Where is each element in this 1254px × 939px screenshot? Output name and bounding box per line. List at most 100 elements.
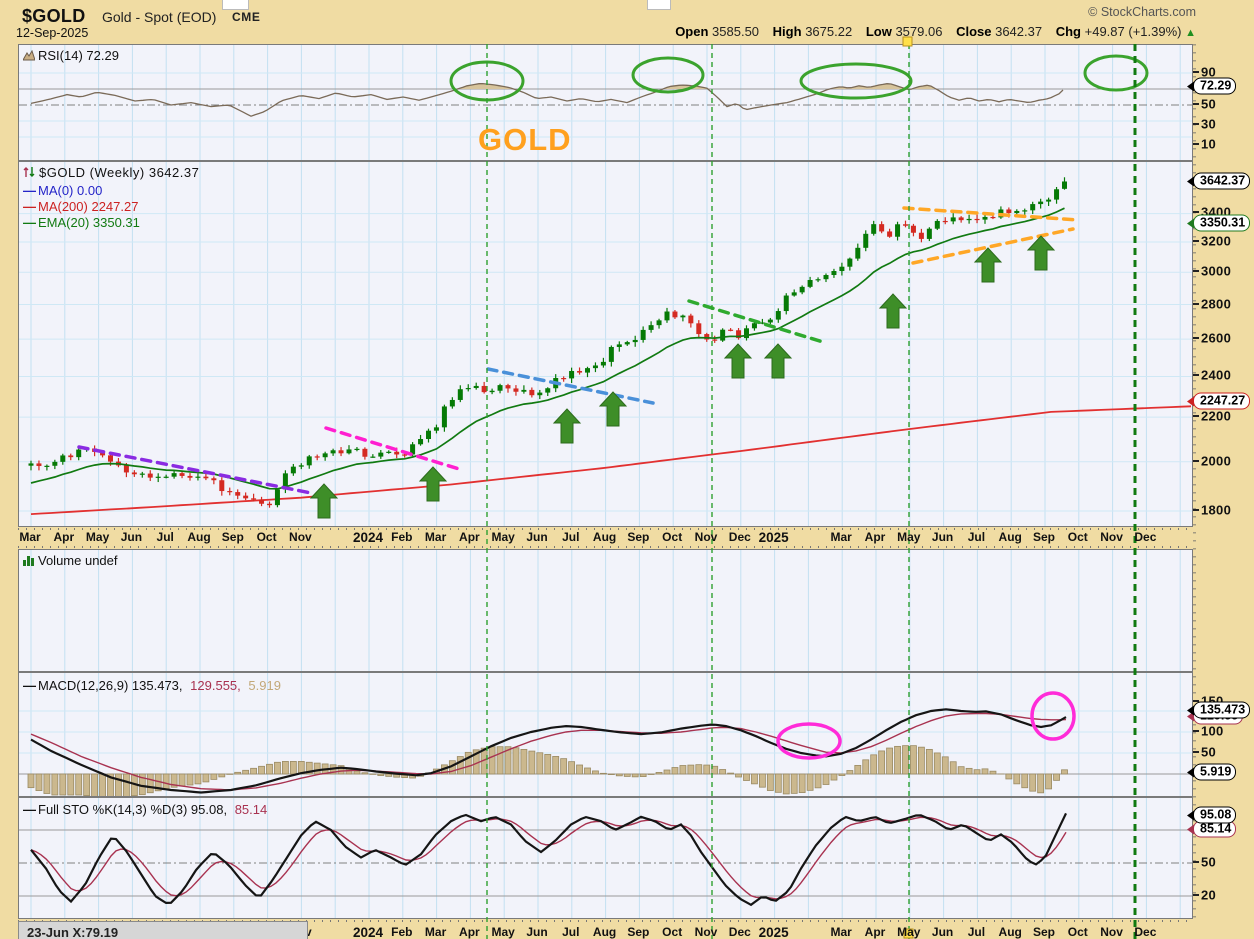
date-axis-label: Aug <box>187 530 211 544</box>
area-chart-icon <box>22 49 36 64</box>
macd-legend: — MACD(12,26,9) 135.473, 129.555, 5.919 <box>23 678 281 693</box>
axis-label: 50 <box>1201 854 1217 870</box>
axis-label: 90 <box>1201 64 1217 80</box>
price-title: $GOLD (Weekly) 3642.37 <box>39 165 200 180</box>
axis-label: 10 <box>1201 136 1217 152</box>
date-axis-label-bottom: May <box>897 925 921 939</box>
date-axis-label: Nov <box>1100 530 1123 544</box>
date-axis-label: Nov <box>694 530 718 544</box>
date-axis-label: May <box>491 530 515 544</box>
axis-value-bubble: 129.55 <box>1193 707 1244 725</box>
chg-label: Chg <box>1055 24 1081 39</box>
axis-label: 80 <box>1201 821 1217 837</box>
date-axis-label-bottom: 2025 <box>758 925 789 939</box>
macd-label: MACD(12,26,9) 135.473, <box>38 678 183 693</box>
date-axis-label: Aug <box>592 530 617 544</box>
date-axis-label: Sep <box>627 530 650 544</box>
symbol-title: $GOLD <box>22 6 86 26</box>
date-axis-label: Nov <box>289 530 312 544</box>
axis-value-bubble: 95.08 <box>1193 806 1237 824</box>
axis-label: 2400 <box>1201 367 1232 383</box>
date-axis-label: Mar <box>19 530 41 544</box>
high-label: High <box>772 24 802 39</box>
ohlc-readout: Open 3585.50 High 3675.22 Low 3579.06 Cl… <box>665 24 1196 39</box>
date-axis-label: Sep <box>221 530 244 544</box>
date-axis-label: 2024 <box>352 530 384 545</box>
date-axis-label: Feb <box>391 530 413 544</box>
date-axis-label-bottom: Sep <box>627 925 650 939</box>
tick-dots-row <box>18 920 1193 922</box>
date-axis-label-bottom: Apr <box>864 925 886 939</box>
axis-value-bubble: 5.919 <box>1193 763 1237 781</box>
chart-date: 12-Sep-2025 <box>16 26 89 40</box>
high-value: 3675.22 <box>805 24 853 39</box>
date-axis-label-bottom: Nov <box>694 925 718 939</box>
date-axis-label: 2025 <box>758 530 789 545</box>
axis-label: 2000 <box>1201 453 1232 469</box>
ma0-label: MA(0) 0.00 <box>38 183 103 198</box>
date-axis-label: Oct <box>662 530 683 544</box>
date-axis-label-bottom: Dec <box>728 925 751 939</box>
axis-label: 3200 <box>1201 233 1232 249</box>
date-axis-label: Apr <box>53 530 75 544</box>
date-axis-label: Jun <box>526 530 548 544</box>
axis-label: 3000 <box>1201 263 1232 279</box>
date-axis-label-bottom: May <box>491 925 515 939</box>
open-value: 3585.50 <box>712 24 760 39</box>
date-axis-label-bottom: Mar <box>424 925 447 939</box>
bar-chart-icon <box>23 554 35 569</box>
line-swatch-blue: — <box>23 183 36 198</box>
date-axis-label-bottom: Feb <box>391 925 413 939</box>
legend-ma200: — MA(200) 2247.27 <box>23 199 138 214</box>
axis-label: 2600 <box>1201 330 1232 346</box>
rsi-legend: RSI(14) 72.29 <box>22 48 119 64</box>
minor-tick-column <box>1193 44 1196 919</box>
date-axis-label-bottom: Oct <box>662 925 683 939</box>
candlestick-chart <box>19 162 1192 526</box>
date-axis-label-bottom: Dec <box>1134 925 1157 939</box>
stochastic-panel <box>18 797 1193 919</box>
line-swatch-red: — <box>23 199 36 214</box>
date-axis-label-bottom: Apr <box>459 925 480 939</box>
low-label: Low <box>865 24 892 39</box>
date-axis-label-bottom: Mar <box>830 925 852 939</box>
date-axis-label: May <box>85 530 110 544</box>
date-axis-label-bottom: Jun <box>526 925 548 939</box>
screenshot-artifact <box>647 0 671 10</box>
axis-value-bubble: 135.473 <box>1193 701 1251 719</box>
screenshot-artifact <box>222 0 249 10</box>
sto-label: Full STO %K(14,3) %D(3) 95.08, <box>38 802 228 817</box>
date-axis-label-bottom: 2024 <box>352 925 384 939</box>
axis-label: 100 <box>1201 723 1224 739</box>
sto-d-value: 85.14 <box>234 802 268 817</box>
date-axis-label-bottom: Jul <box>562 925 580 939</box>
rsi-chart <box>19 45 1192 160</box>
date-axis-label-bottom: Aug <box>998 925 1022 939</box>
tick-dots-row <box>18 528 1193 530</box>
symbol-name: Gold - Spot (EOD) <box>102 9 217 25</box>
gold-watermark: GOLD <box>478 122 572 157</box>
line-swatch-black: — <box>23 678 36 693</box>
ema20-label: EMA(20) 3350.31 <box>38 215 140 230</box>
date-axis-label-bottom: Jul <box>967 925 986 939</box>
volume-label: Volume undef <box>38 553 118 568</box>
date-axis-label-bottom: Oct <box>1067 925 1088 939</box>
date-axis-label-bottom: Aug <box>592 925 617 939</box>
macd-hist-value: 5.919 <box>248 678 281 693</box>
date-axis-label: May <box>897 530 921 544</box>
axis-label: 1800 <box>1201 502 1232 518</box>
date-axis-label: Jul <box>562 530 580 544</box>
axis-value-bubble: 72.29 <box>1193 77 1237 95</box>
axis-label: 50 <box>1201 744 1217 760</box>
date-axis-label: Mar <box>424 530 447 544</box>
date-axis-label: Dec <box>728 530 751 544</box>
rsi-label: RSI(14) 72.29 <box>38 48 119 63</box>
close-label: Close <box>956 24 992 39</box>
axis-label: 150 <box>1201 693 1224 709</box>
macd-panel <box>18 672 1193 797</box>
date-axis-label-bottom: Sep <box>1032 925 1056 939</box>
date-axis-label: Aug <box>998 530 1022 544</box>
axis-value-bubble: 3350.31 <box>1193 214 1251 232</box>
ma200-label: MA(200) 2247.27 <box>38 199 139 214</box>
